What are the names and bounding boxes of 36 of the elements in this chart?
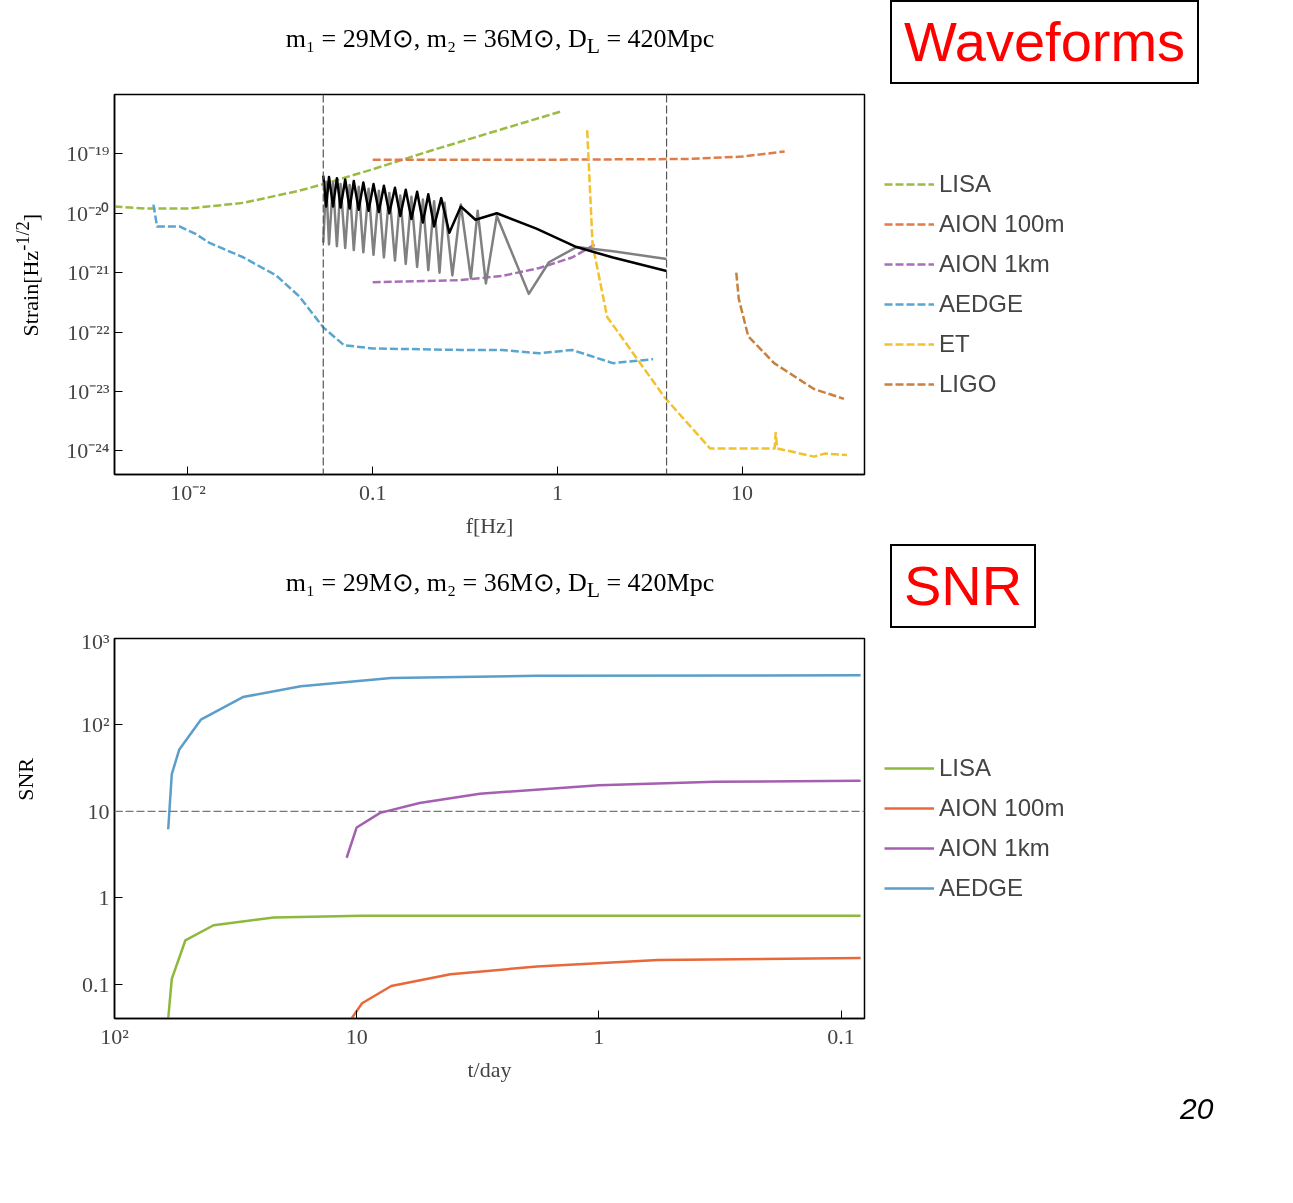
y-tick-label: 10 <box>87 798 110 824</box>
x-tick-label: 10 <box>345 1023 368 1049</box>
legend-label: LISA <box>939 170 992 198</box>
text: Waveforms <box>890 0 1200 84</box>
y-tick-label: 10⁻²² <box>67 319 110 345</box>
y-tick-label: 10³ <box>80 628 110 654</box>
y-axis-title: SNR <box>12 758 39 801</box>
y-tick-label: 10⁻²³ <box>67 378 110 404</box>
y-tick-label: 10⁻²⁴ <box>66 438 110 464</box>
x-tick-label: 10 <box>731 479 754 505</box>
x-tick-label: 0.1 <box>827 1023 855 1049</box>
x-tick-label: 1 <box>593 1023 605 1049</box>
legend-label: AEDGE <box>939 290 1024 318</box>
text: 20 <box>1180 1091 1214 1127</box>
y-tick-label: 10² <box>80 712 110 738</box>
x-axis-title: t/day <box>467 1056 512 1082</box>
legend-label: AION 100m <box>939 794 1065 822</box>
legend-label: AION 100m <box>939 210 1065 238</box>
y-tick-label: 10⁻²⁰ <box>65 200 110 226</box>
x-axis-title: f[Hz] <box>465 512 514 538</box>
x-tick-label: 1 <box>551 479 563 505</box>
x-tick-label: 10⁻² <box>170 479 207 505</box>
y-tick-label: 10⁻²¹ <box>67 260 110 286</box>
legend-label: AEDGE <box>939 874 1024 902</box>
y-tick-label: 10⁻¹⁹ <box>66 141 110 167</box>
y-tick-label: 1 <box>98 885 110 911</box>
legend-label: ET <box>939 330 970 358</box>
legend-label: AION 1km <box>939 834 1050 862</box>
text: SNR <box>890 544 1037 628</box>
legend-label: LISA <box>939 754 992 782</box>
chart-title: m₁ = 29M⊙, m₂ = 36M⊙, D$_{L}$ = 420Mpc <box>284 23 716 61</box>
legend-label: AION 1km <box>939 250 1050 278</box>
chart-title: m₁ = 29M⊙, m₂ = 36M⊙, D$_{L}$ = 420Mpc <box>284 567 716 605</box>
y-tick-label: 0.1 <box>82 971 110 997</box>
x-tick-label: 0.1 <box>358 479 387 505</box>
legend-label: LIGO <box>939 370 997 398</box>
